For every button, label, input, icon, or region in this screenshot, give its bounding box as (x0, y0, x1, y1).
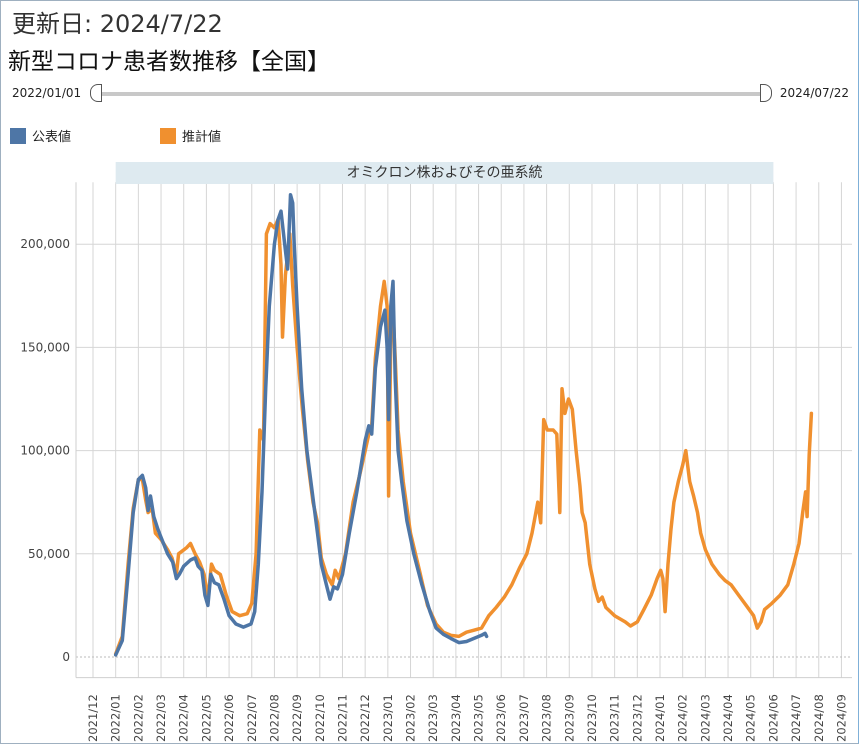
x-tick-label: 2023/08 (540, 694, 554, 742)
x-tick-label: 2024/05 (744, 694, 758, 742)
x-tick-label: 2022/11 (335, 694, 349, 742)
x-tick-label: 2023/04 (449, 694, 463, 742)
x-tick-label: 2023/06 (494, 694, 508, 742)
x-tick-label: 2022/07 (245, 694, 259, 742)
x-tick-label: 2023/11 (608, 694, 622, 742)
x-tick-label: 2023/07 (517, 694, 531, 742)
x-tick-label: 2022/04 (177, 694, 191, 742)
x-tick-label: 2024/07 (789, 694, 803, 742)
line-chart: オミクロン株およびその亜系統 0 50,000 100,000 150,000 200,0… (20, 162, 852, 742)
y-tick-label: 200,000 (20, 237, 70, 251)
x-tick-label: 2022/10 (313, 694, 327, 742)
x-tick-label: 2024/08 (812, 694, 826, 742)
legend-swatch-estimated (160, 127, 176, 144)
x-tick-label: 2022/06 (222, 694, 236, 742)
x-tick-label: 2022/05 (199, 694, 213, 742)
x-tick-label: 2023/05 (472, 694, 486, 742)
x-tick-label: 2023/09 (562, 694, 576, 742)
legend-item-estimated[interactable]: 推計値 (160, 126, 221, 145)
x-tick-label: 2022/01 (109, 694, 123, 742)
range-end-label: 2024/07/22 (779, 86, 849, 100)
x-tick-label: 2024/04 (721, 694, 735, 742)
x-tick-label: 2022/09 (290, 694, 304, 742)
legend-label-official: 公表値 (32, 130, 72, 145)
legend-item-official[interactable]: 公表値 (10, 126, 71, 145)
x-tick-label: 2023/12 (630, 694, 644, 742)
x-tick-label: 2021/12 (86, 694, 100, 742)
x-tick-label: 2022/03 (154, 694, 168, 742)
slider-track[interactable] (96, 92, 766, 96)
x-tick-label: 2022/12 (358, 694, 372, 742)
y-tick-label: 150,000 (20, 340, 70, 354)
x-tick-label: 2023/10 (585, 694, 599, 742)
x-tick-label: 2024/09 (834, 694, 848, 742)
y-tick-label: 0 (62, 650, 70, 664)
series-line-estimated (113, 217, 814, 656)
x-tick-label: 2022/08 (267, 694, 281, 742)
series-line-official (113, 192, 489, 657)
x-tick-label: 2024/06 (766, 694, 780, 742)
x-tick-label: 2024/03 (698, 694, 712, 742)
legend-swatch-official (10, 127, 26, 144)
x-tick-label: 2022/02 (131, 694, 145, 742)
page-title: 新型コロナ患者数推移【全国】 (8, 49, 330, 75)
x-tick-label: 2023/03 (426, 694, 440, 742)
update-date: 更新日: 2024/7/22 (12, 10, 223, 38)
x-tick-label: 2023/01 (381, 694, 395, 742)
y-tick-label: 100,000 (20, 444, 70, 458)
slider-end-handle[interactable] (760, 84, 772, 102)
date-range-slider[interactable]: 2022/01/01 2024/07/22 (0, 80, 859, 106)
range-start-label: 2022/01/01 (12, 86, 82, 100)
x-tick-label: 2024/02 (676, 694, 690, 742)
legend-label-estimated: 推計値 (182, 130, 222, 145)
variant-band (115, 162, 774, 184)
variant-band-label: オミクロン株およびその亜系統 (347, 165, 543, 181)
x-tick-label: 2024/01 (653, 694, 667, 742)
y-tick-label: 50,000 (28, 547, 70, 561)
x-tick-label: 2023/02 (404, 694, 418, 742)
slider-start-handle[interactable] (90, 84, 102, 102)
